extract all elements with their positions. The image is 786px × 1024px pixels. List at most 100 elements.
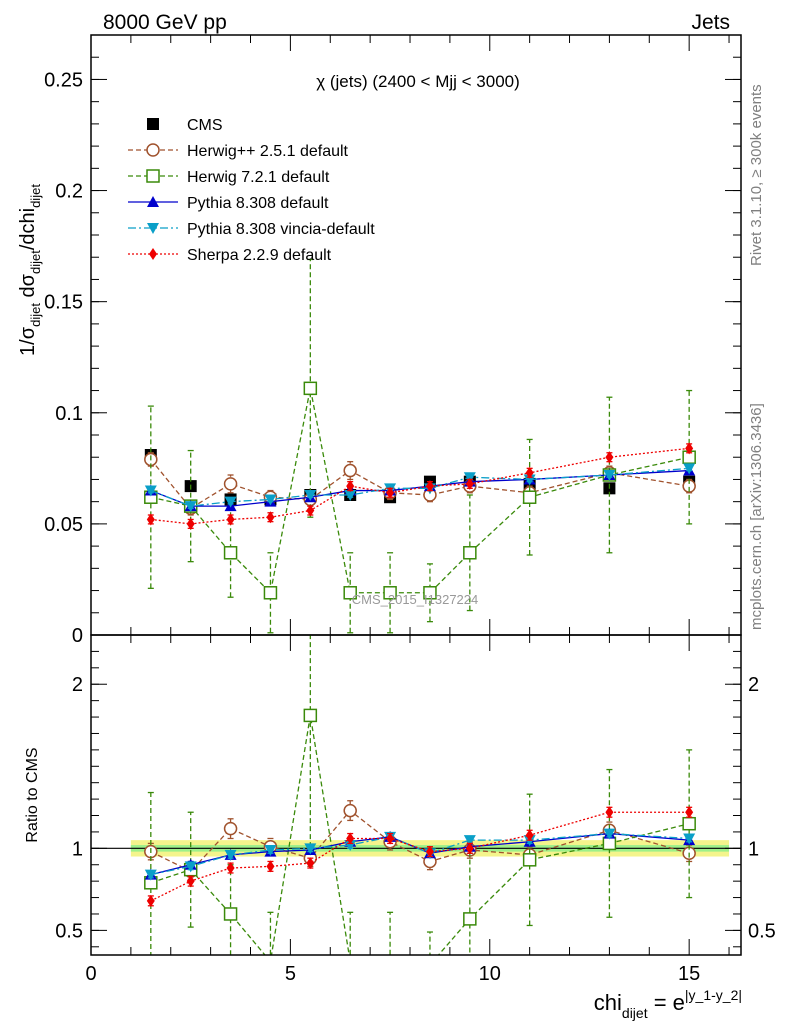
ratio-series-4-point — [266, 860, 275, 873]
y-tick-label: 0.5 — [55, 920, 83, 942]
main-series-2-point — [303, 381, 318, 396]
main-series-4-point — [184, 501, 197, 513]
ratio-series-0-line — [150, 809, 690, 873]
main-series-4-point — [344, 490, 357, 501]
ratio-series-0-point — [223, 821, 238, 836]
main-series-1-line — [150, 459, 690, 510]
ratio-series-4-point — [525, 829, 534, 842]
ratio-series-4 — [146, 806, 694, 907]
legend-item: CMS — [147, 117, 223, 134]
legend-item: Pythia 8.308 default — [128, 195, 329, 212]
ratio-series-1-point — [263, 954, 278, 955]
ratio-series-3-point — [463, 835, 476, 847]
ratio-series-1-point — [303, 708, 318, 723]
main-series-5-point — [685, 442, 694, 455]
ratio-series-3-point — [264, 844, 277, 856]
analysis-watermark: CMS_2015_I1327224 — [352, 592, 479, 607]
main-series-5-point — [386, 486, 395, 499]
main-series-5-point — [525, 466, 534, 479]
y-tick-label: 2 — [72, 674, 83, 696]
main-y-ticks: 0 0.05 0.1 0.15 0.2 0.25 — [44, 34, 741, 647]
ratio-series-4-point — [386, 832, 395, 845]
ratio-frame — [90, 634, 742, 956]
legend-marker — [147, 118, 159, 130]
x-tick-label: 0 — [85, 963, 96, 985]
ratio-series-3-point — [224, 849, 237, 861]
ratio-series-4-line — [150, 811, 690, 902]
y-tick-label: 0.15 — [44, 292, 83, 314]
main-series-5-point — [425, 480, 434, 493]
ratio-series-1-point — [343, 954, 357, 955]
ratio-x-ticks: 0 5 10 15 — [85, 635, 730, 985]
main-series-5-point — [605, 451, 614, 464]
ratio-y-label: Ratio to CMS — [24, 747, 41, 842]
ratio-series-4-point — [425, 845, 434, 858]
y-tick-label: 0.2 — [55, 181, 83, 203]
legend-label: Pythia 8.308 vincia-default — [187, 221, 375, 238]
main-series-5-point — [346, 480, 355, 493]
main-series-2-point — [223, 546, 238, 560]
ratio-series-1-line — [150, 715, 690, 955]
x-axis-label: chidijet = e|y_1-y_2| — [594, 987, 742, 1021]
main-series — [144, 258, 696, 634]
main-series-5-point — [186, 517, 195, 530]
ratio-series-4-point — [605, 806, 614, 819]
y-tick-label-right: 0.5 — [748, 920, 776, 942]
main-series-4-point — [144, 485, 157, 497]
x-tick-label: 15 — [678, 963, 700, 985]
main-series-5-point — [465, 477, 474, 490]
legend-item: Pythia 8.308 vincia-default — [128, 221, 375, 238]
jets-label: Jets — [691, 11, 730, 34]
ratio-series-4-point — [226, 862, 235, 875]
ratio-series-0-point — [343, 803, 357, 818]
legend-label: Pythia 8.308 default — [187, 195, 329, 212]
ratio-series-4-point — [186, 875, 195, 888]
main-y-axis-label: 1/σdijet dσdijet/dchidijet — [17, 184, 43, 356]
y-tick-label: 0.1 — [55, 403, 83, 425]
main-series-2-point — [463, 546, 477, 560]
main-series-5-point — [146, 513, 155, 526]
legend-marker — [146, 169, 160, 183]
main-panel: 0 0.05 0.1 0.15 0.2 0.25 χ (jets) (2400 < Mjj… — [44, 34, 742, 647]
ratio-series-3-point — [603, 828, 616, 840]
legend-item: Herwig 7.2.1 default — [128, 169, 330, 186]
main-series-4-point — [463, 472, 476, 484]
x-tick-label: 5 — [285, 963, 296, 985]
ratio-series-1-point — [682, 816, 696, 831]
ratio-series-3-point — [144, 869, 157, 881]
legend-label: Herwig++ 2.5.1 default — [187, 143, 349, 160]
main-series-2-point — [343, 586, 357, 600]
ratio-series-4-point — [146, 894, 155, 907]
main-series-4-point — [224, 496, 237, 508]
main-series-4-line — [150, 467, 690, 507]
ratio-series-1-point — [383, 954, 397, 955]
main-series-5-point — [226, 513, 235, 526]
ratio-series-4-point — [346, 832, 355, 845]
rivet-label: Rivet 3.1.10, ≥ 300k events — [748, 84, 765, 266]
legend-item: Sherpa 2.2.9 default — [128, 247, 332, 264]
y-tick-label: 0.05 — [44, 514, 83, 536]
main-series-2-line — [150, 388, 690, 595]
legend-item: Herwig++ 2.5.1 default — [128, 143, 349, 160]
legend-marker — [147, 223, 159, 234]
legend-marker — [147, 196, 159, 207]
main-series-5 — [146, 442, 694, 530]
main-series-2-point — [423, 586, 437, 600]
legend-label: CMS — [187, 117, 223, 134]
ratio-panel: 0.5 0.5 1 1 2 2 0 5 10 15 — [55, 634, 776, 985]
main-series-4-point — [264, 494, 277, 506]
main-series-4-point — [603, 470, 616, 481]
ratio-series-1-point — [522, 853, 537, 867]
main-series-4-point — [304, 490, 317, 501]
main-y-label-text: 1/σdijet dσdijet/dchidijet — [17, 184, 43, 356]
ratio-series-1 — [144, 635, 696, 955]
ratio-series-3-point — [184, 861, 197, 873]
ratio-series-4-point — [685, 806, 694, 819]
ratio-series-4-point — [306, 857, 315, 870]
y-tick-label: 1 — [72, 838, 83, 860]
ratio-series-3-point — [304, 843, 317, 855]
ratio-series-3-point — [683, 833, 696, 845]
legend-marker — [149, 248, 157, 260]
main-series-5-line — [150, 447, 690, 525]
